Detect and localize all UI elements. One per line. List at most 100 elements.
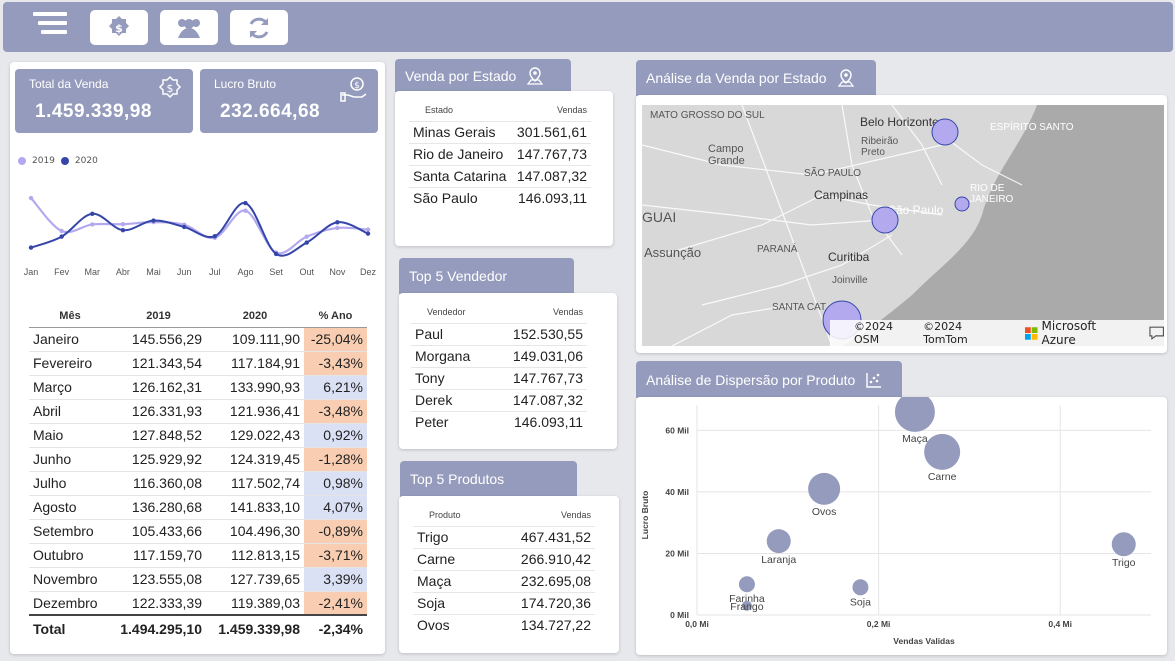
sales-by-state-map[interactable]: MATO GROSSO DO SUL Campo Grande Belo Hor… bbox=[642, 105, 1164, 346]
x-tick-label: Ago bbox=[237, 267, 253, 277]
value-cell: 117.184,91 bbox=[206, 351, 304, 376]
col-header[interactable]: Vendas bbox=[560, 509, 591, 520]
x-axis-title: Vendas Validas bbox=[893, 636, 955, 646]
table-row[interactable]: Derek 147.087,32 bbox=[411, 388, 587, 411]
point-2019-Jan[interactable] bbox=[28, 195, 34, 201]
table-row[interactable]: Rio de Janeiro 147.767,73 bbox=[409, 142, 591, 165]
name-cell: Rio de Janeiro bbox=[409, 142, 512, 165]
map-bubble-minas-gerais[interactable] bbox=[931, 118, 959, 146]
point-2020-Jun[interactable] bbox=[181, 224, 187, 230]
map-label: RIO DE JANEIRO bbox=[970, 183, 1014, 205]
line-series-2020[interactable] bbox=[30, 202, 369, 257]
scatter-point-ovos[interactable] bbox=[808, 472, 841, 505]
value-cell: 134.727,22 bbox=[481, 613, 595, 636]
table-row[interactable]: Janeiro 145.556,29 109.111,90 -25,04% bbox=[29, 327, 367, 352]
pct-cell: -0,89% bbox=[304, 519, 367, 544]
scatter-chart-icon bbox=[866, 372, 882, 388]
table-row[interactable]: Maça 232.695,08 bbox=[413, 569, 595, 592]
col-header-2019[interactable]: 2019 bbox=[111, 305, 206, 328]
point-2020-Abr[interactable] bbox=[120, 227, 126, 233]
point-2020-Fev[interactable] bbox=[59, 234, 64, 239]
value-cell: 147.087,32 bbox=[511, 164, 591, 187]
scatter-point-trigo[interactable] bbox=[1111, 532, 1136, 557]
value-cell: 112.813,15 bbox=[206, 543, 304, 568]
table-row[interactable]: Maio 127.848,52 129.022,43 0,92% bbox=[29, 423, 367, 448]
scatter-point-farinha[interactable] bbox=[738, 576, 755, 593]
value-cell: 141.833,10 bbox=[206, 495, 304, 520]
attribution-osm[interactable]: ©2024 OSM bbox=[854, 320, 893, 346]
value-cell: 109.111,90 bbox=[206, 327, 304, 352]
point-2019-Ago[interactable] bbox=[243, 208, 248, 213]
svg-text:$: $ bbox=[115, 22, 123, 35]
col-header[interactable]: Vendas bbox=[556, 104, 587, 115]
point-2020-Ago[interactable] bbox=[243, 200, 248, 206]
point-2019-Mar[interactable] bbox=[90, 222, 95, 227]
scatter-point-soja[interactable] bbox=[852, 579, 869, 596]
scatter-point-carne[interactable] bbox=[924, 433, 961, 470]
scatter-point-frango[interactable] bbox=[741, 600, 752, 611]
col-header[interactable]: Vendedor bbox=[427, 306, 466, 317]
refresh-button[interactable] bbox=[230, 10, 288, 45]
table-row[interactable]: Tony 147.767,73 bbox=[411, 366, 587, 389]
scatter-point-maça[interactable] bbox=[894, 397, 935, 432]
point-2020-Set[interactable] bbox=[273, 251, 279, 257]
point-2019-Nov[interactable] bbox=[335, 225, 340, 231]
feedback-icon[interactable] bbox=[1148, 326, 1164, 340]
sales-page-button[interactable]: $ bbox=[90, 10, 148, 45]
point-2020-Out[interactable] bbox=[304, 240, 309, 245]
table-row[interactable]: Trigo 467.431,52 bbox=[413, 525, 595, 548]
point-2020-Nov[interactable] bbox=[335, 220, 340, 225]
point-2020-Mai[interactable] bbox=[151, 218, 156, 223]
table-row[interactable]: São Paulo 146.093,11 bbox=[409, 186, 591, 209]
x-tick-label: 0,0 Mi bbox=[685, 619, 709, 629]
map-bubble-sao-paulo[interactable] bbox=[871, 206, 899, 234]
point-2020-Dez[interactable] bbox=[365, 231, 371, 236]
value-cell: 122.333,39 bbox=[111, 591, 206, 616]
value-cell: 147.087,32 bbox=[489, 388, 587, 411]
table-row[interactable]: Dezembro 122.333,39 119.389,03 -2,41% bbox=[29, 591, 367, 616]
map-bubble-rio-de-janeiro[interactable] bbox=[954, 196, 970, 212]
table-row[interactable]: Outubro 117.159,70 112.813,15 -3,71% bbox=[29, 543, 367, 568]
table-row[interactable]: Fevereiro 121.343,54 117.184,91 -3,43% bbox=[29, 351, 367, 376]
dollar-badge-icon: $ bbox=[158, 75, 182, 99]
map-label: GUAI bbox=[642, 209, 677, 225]
col-header-mes[interactable]: Mês bbox=[29, 305, 111, 328]
table-row[interactable]: Paul 152.530,55 bbox=[411, 322, 587, 345]
table-row[interactable]: Novembro 123.555,08 127.739,65 3,39% bbox=[29, 567, 367, 592]
col-header-pct-ano[interactable]: % Ano bbox=[304, 305, 367, 328]
col-header-2020[interactable]: 2020 bbox=[206, 305, 304, 328]
monthly-sales-table: Mês 2019 2020 % Ano Janeiro 145.556,29 109… bbox=[29, 305, 367, 641]
menu-icon[interactable] bbox=[33, 12, 67, 44]
col-header[interactable]: Vendas bbox=[552, 306, 583, 317]
point-2020-Jul[interactable] bbox=[212, 233, 218, 239]
table-row[interactable]: Junho 125.929,92 124.319,45 -1,28% bbox=[29, 447, 367, 472]
table-row[interactable]: Minas Gerais 301.561,61 bbox=[409, 120, 591, 143]
scatter-point-laranja[interactable] bbox=[766, 529, 791, 554]
point-2020-Mar[interactable] bbox=[90, 211, 95, 216]
name-cell: Tony bbox=[411, 366, 490, 389]
line-series-2019[interactable] bbox=[30, 197, 369, 255]
table-row[interactable]: Abril 126.331,93 121.936,41 -3,48% bbox=[29, 399, 367, 424]
table-row[interactable]: Morgana 149.031,06 bbox=[411, 344, 587, 367]
table-row[interactable]: Peter 146.093,11 bbox=[411, 410, 587, 433]
table-row[interactable]: Março 126.162,31 133.990,93 6,21% bbox=[29, 375, 367, 400]
table-row[interactable]: Agosto 136.280,68 141.833,10 4,07% bbox=[29, 495, 367, 520]
x-tick-label: Abr bbox=[116, 267, 130, 277]
point-2020-Jan[interactable] bbox=[28, 245, 34, 250]
point-2019-Dez[interactable] bbox=[365, 227, 371, 232]
team-page-button[interactable] bbox=[160, 10, 218, 45]
x-tick-label: Dez bbox=[360, 267, 377, 277]
table-row[interactable]: Julho 116.360,08 117.502,74 0,98% bbox=[29, 471, 367, 496]
point-2019-Out[interactable] bbox=[304, 234, 309, 239]
table-row[interactable]: Carne 266.910,42 bbox=[413, 547, 595, 570]
map-label: Joinville bbox=[832, 275, 868, 286]
table-row[interactable]: Ovos 134.727,22 bbox=[413, 613, 595, 636]
table-row[interactable]: Santa Catarina 147.087,32 bbox=[409, 164, 591, 187]
attribution-tomtom[interactable]: ©2024 TomTom bbox=[923, 320, 968, 346]
table-row[interactable]: Soja 174.720,36 bbox=[413, 591, 595, 614]
col-header[interactable]: Produto bbox=[429, 509, 461, 520]
col-header[interactable]: Estado bbox=[425, 104, 454, 115]
table-row[interactable]: Setembro 105.433,66 104.496,30 -0,89% bbox=[29, 519, 367, 544]
point-2019-Abr[interactable] bbox=[120, 221, 126, 227]
point-2019-Fev[interactable] bbox=[59, 228, 64, 234]
